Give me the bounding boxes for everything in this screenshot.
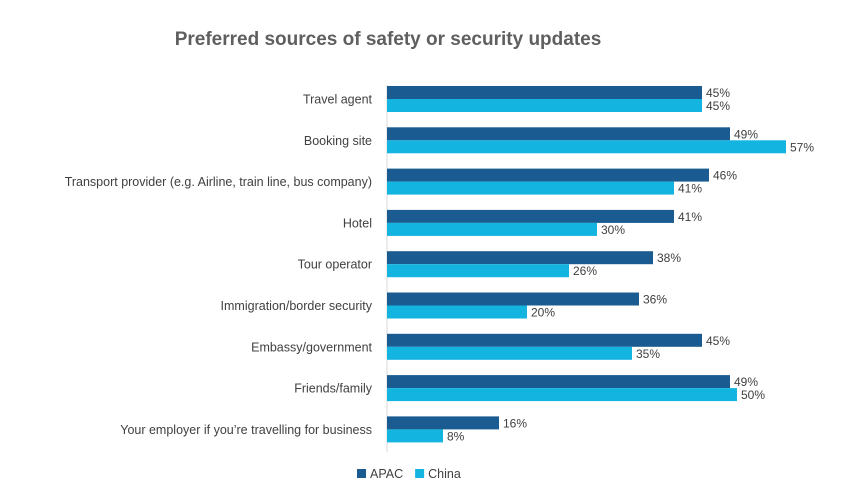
category-label: Your employer if you’re travelling for b… bbox=[120, 423, 372, 437]
category-group-immigration-border-security: Immigration/border security 36% 20% bbox=[221, 292, 667, 320]
value-label-china: 45% bbox=[706, 99, 730, 113]
bar-china-tour-operator bbox=[387, 264, 569, 278]
value-label-apac: 49% bbox=[734, 127, 758, 141]
bar-apac-your-employer-if-you-re-travelling-for-business bbox=[387, 416, 499, 430]
value-label-china: 50% bbox=[741, 388, 765, 402]
value-label-china: 41% bbox=[678, 182, 702, 196]
bar-apac-travel-agent bbox=[387, 86, 702, 99]
bar-apac-tour-operator bbox=[387, 251, 653, 265]
bar-china-transport-provider-e-g-airline-train-line-bus-company bbox=[387, 181, 674, 195]
bar-apac-immigration-border-security bbox=[387, 292, 639, 306]
category-group-booking-site: Booking site 49% 57% bbox=[304, 127, 814, 154]
category-group-friends-family: Friends/family 49%50% bbox=[294, 375, 765, 402]
category-group-hotel: Hotel 41% 30% bbox=[343, 209, 702, 237]
category-label: Friends/family bbox=[294, 382, 373, 396]
value-label-china: 30% bbox=[601, 223, 625, 237]
chart-title: Preferred sources of safety or security … bbox=[175, 29, 602, 50]
value-label-apac: 38% bbox=[657, 251, 681, 265]
category-label: Immigration/border security bbox=[221, 299, 373, 313]
category-label: Booking site bbox=[304, 134, 372, 148]
bar-china-hotel bbox=[387, 222, 597, 236]
legend-swatch-china bbox=[415, 469, 425, 478]
bar-china-your-employer-if-you-re-travelling-for-business bbox=[387, 429, 443, 443]
bar-apac-booking-site bbox=[387, 127, 730, 141]
bar-apac-friends-family bbox=[387, 375, 730, 389]
category-group-transport-provider-e-g-airline-train-line-bus-company: Transport provider (e.g. Airline, train … bbox=[65, 168, 737, 196]
value-label-apac: 36% bbox=[643, 293, 667, 307]
category-group-your-employer-if-you-re-travelling-for-business: Your employer if you’re travelling for b… bbox=[120, 416, 527, 443]
category-label: Travel agent bbox=[303, 93, 373, 107]
bar-apac-hotel bbox=[387, 209, 674, 223]
value-label-apac: 16% bbox=[503, 416, 527, 430]
value-label-china: 20% bbox=[531, 306, 555, 320]
legend-swatch-apac bbox=[357, 469, 366, 478]
value-label-apac: 49% bbox=[734, 375, 758, 389]
bar-apac-transport-provider-e-g-airline-train-line-bus-company bbox=[387, 168, 709, 182]
category-label: Tour operator bbox=[298, 258, 372, 272]
value-label-china: 8% bbox=[447, 429, 465, 443]
bar-china-booking-site bbox=[387, 140, 786, 154]
plot-area: Travel agent 45%45%Booking site 49%57%Tran… bbox=[65, 86, 814, 443]
value-label-china: 35% bbox=[636, 347, 660, 361]
category-group-travel-agent: Travel agent 45%45% bbox=[303, 86, 730, 113]
bar-apac-embassy-government bbox=[387, 333, 702, 347]
value-label-apac: 45% bbox=[706, 86, 730, 100]
bar-china-friends-family bbox=[387, 388, 737, 402]
bar-china-embassy-government bbox=[387, 346, 632, 360]
legend-label-china: China bbox=[428, 467, 461, 481]
value-label-apac: 46% bbox=[713, 169, 737, 183]
bar-china-travel-agent bbox=[387, 99, 702, 112]
value-label-apac: 45% bbox=[706, 334, 730, 348]
category-group-tour-operator: Tour operator 38% 26% bbox=[298, 251, 681, 278]
value-label-apac: 41% bbox=[678, 210, 702, 224]
category-label: Hotel bbox=[343, 216, 372, 230]
category-label: Transport provider (e.g. Airline, train … bbox=[65, 175, 372, 189]
category-label: Embassy/government bbox=[251, 340, 372, 354]
value-label-china: 26% bbox=[573, 264, 597, 278]
legend-label-apac: APAC bbox=[370, 467, 403, 481]
bar-china-immigration-border-security bbox=[387, 305, 527, 319]
category-group-embassy-government: Embassy/government 45% 35% bbox=[251, 333, 730, 361]
value-label-china: 57% bbox=[790, 140, 814, 154]
legend: APAC China bbox=[357, 467, 461, 481]
